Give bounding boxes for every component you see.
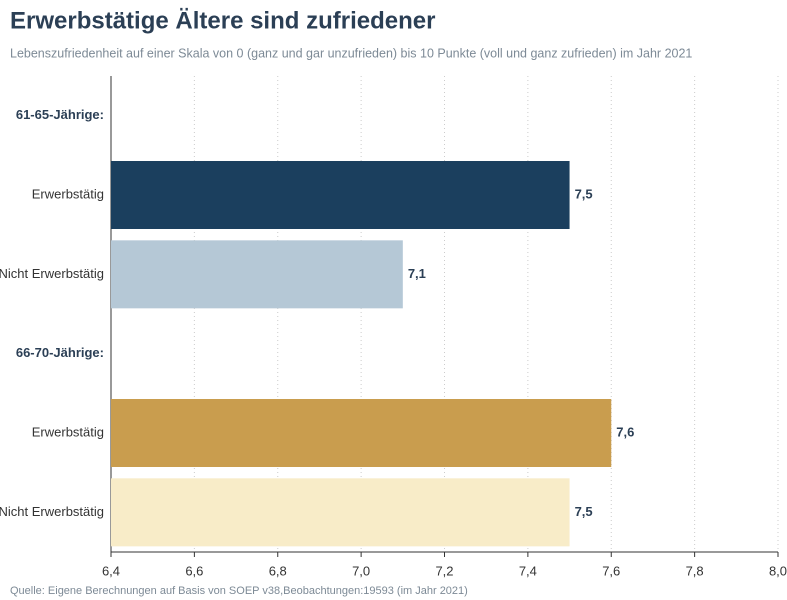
x-tick-label: 7,4 — [519, 563, 537, 578]
y-tick-label: Nicht Erwerbstätig — [0, 504, 104, 519]
x-tick-label: 6,8 — [269, 563, 287, 578]
data-label: 7,6 — [616, 424, 634, 439]
data-label: 7,1 — [408, 266, 426, 281]
x-tick-label: 6,4 — [102, 563, 120, 578]
group-label: 66-70-Jährige: — [16, 345, 104, 360]
x-tick-label: 7,6 — [602, 563, 620, 578]
bar — [111, 240, 403, 309]
bar — [111, 478, 570, 547]
x-tick-label: 7,8 — [686, 563, 704, 578]
y-tick-label: Nicht Erwerbstätig — [0, 266, 104, 281]
data-label: 7,5 — [575, 186, 593, 201]
bar — [111, 399, 612, 467]
bar — [111, 161, 570, 229]
x-tick-label: 7,2 — [435, 563, 453, 578]
x-tick-label: 8,0 — [769, 563, 787, 578]
x-tick-label: 7,0 — [352, 563, 370, 578]
x-tick-label: 6,6 — [185, 563, 203, 578]
source-note: Quelle: Eigene Berechnungen auf Basis vo… — [10, 585, 468, 597]
y-tick-label: Erwerbstätig — [32, 424, 104, 439]
chart-title: Erwerbstätige Ältere sind zufriedener — [10, 7, 435, 34]
y-tick-label: Erwerbstätig — [32, 186, 104, 201]
data-label: 7,5 — [575, 504, 593, 519]
group-label: 61-65-Jährige: — [16, 107, 104, 122]
chart-subtitle: Lebenszufriedenheit auf einer Skala von … — [10, 46, 692, 60]
